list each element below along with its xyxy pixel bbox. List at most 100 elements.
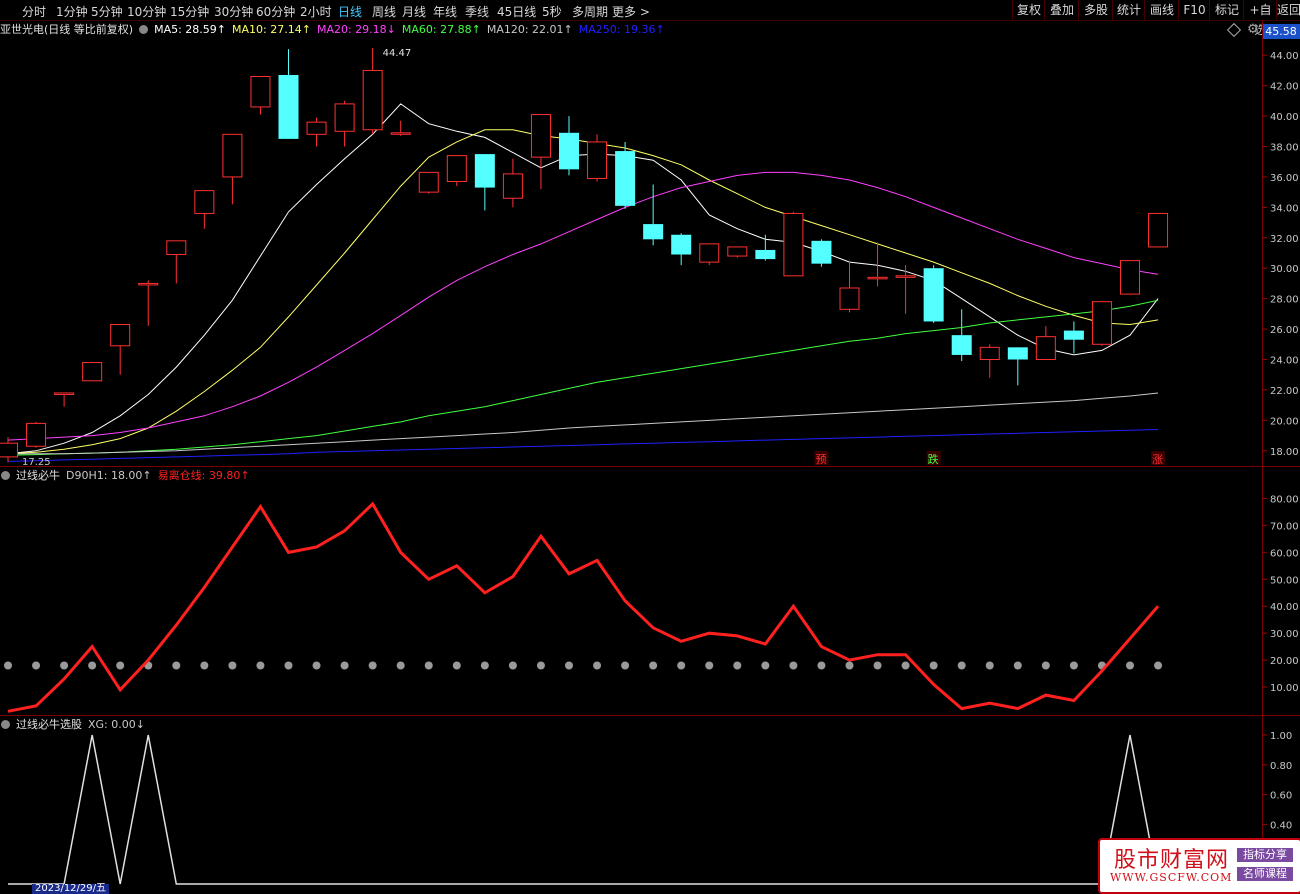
candle-body <box>502 173 523 199</box>
candle-body <box>530 114 551 158</box>
main-tick-6: 32.00 <box>1270 234 1299 245</box>
toolbar-button-8[interactable]: 返回 <box>1276 0 1300 20</box>
d90h1-dot <box>929 661 938 670</box>
indicator1-info-line: 过线必牛 D90H1: 18.00↑ 易离仓线: 39.80↑ <box>0 467 262 485</box>
d90h1-dot <box>340 661 349 670</box>
candle-body <box>587 141 608 179</box>
candle-body <box>306 121 327 135</box>
toolbar-button-1[interactable]: 叠加 <box>1044 0 1079 20</box>
candle-body <box>446 155 467 182</box>
period-tab-10[interactable]: 月线 <box>402 5 427 19</box>
period-tab-12[interactable]: 季线 <box>465 5 490 19</box>
d90h1-dot <box>705 661 714 670</box>
d90h1-dot <box>789 661 798 670</box>
max-price-label: 44.47 <box>383 48 412 59</box>
period-tab-9[interactable]: 周线 <box>372 5 397 19</box>
period-tab-1[interactable]: 1分钟 <box>56 5 88 19</box>
period-tab-14[interactable]: 5秒 <box>542 5 562 19</box>
d90h1-dot <box>60 661 69 670</box>
stock-title[interactable]: 亚世光电(日线 等比前复权) <box>0 23 134 36</box>
period-tab-8[interactable]: 日线 <box>338 5 363 19</box>
ind1-tick-4: 40.00 <box>1270 602 1299 613</box>
main-info-line: 亚世光电(日线 等比前复权) MA5: 28.59↑ MA10: 27.14↑ MA2… <box>0 21 677 39</box>
ma-line-ma20 <box>7 171 1159 441</box>
candle-body <box>727 246 748 257</box>
candle-body <box>755 249 776 260</box>
date-cursor-label: 2023/12/29/五 <box>32 884 110 894</box>
ma-label-0: MA5: 28.59↑ <box>154 23 227 36</box>
collapse-toggle-icon[interactable] <box>139 25 149 34</box>
candle-body <box>474 154 495 188</box>
ma-label-4: MA120: 22.01↑ <box>486 23 573 36</box>
candle-body <box>0 442 18 458</box>
candle-body <box>278 74 299 139</box>
candle-body <box>615 151 636 206</box>
period-tab-4[interactable]: 15分钟 <box>170 5 210 19</box>
main-tick-0: 44.00 <box>1270 51 1299 62</box>
candle-body <box>643 224 664 240</box>
ind1-tick-5: 30.00 <box>1270 629 1299 640</box>
indicator2-name[interactable]: 过线必牛选股 <box>16 718 82 731</box>
ind2-tick-3: 0.40 <box>1270 820 1292 831</box>
period-tab-2[interactable]: 5分钟 <box>91 5 123 19</box>
period-tab-0[interactable]: 分时 <box>22 5 47 19</box>
period-tab-5[interactable]: 30分钟 <box>214 5 254 19</box>
signal-badge-2: 涨 <box>1152 453 1163 466</box>
main-tick-4: 36.00 <box>1270 173 1299 184</box>
period-tab-16[interactable]: 更多 > <box>612 5 650 19</box>
gear-icon[interactable]: ⚙ <box>1247 22 1259 37</box>
d90h1-dot <box>649 661 658 670</box>
candle-body <box>895 275 916 278</box>
candle-body <box>54 392 75 395</box>
indicator1-label-1: 易离仓线: 39.80↑ <box>157 469 250 482</box>
d90h1-dot <box>396 661 405 670</box>
main-tick-10: 24.00 <box>1270 356 1299 367</box>
period-tab-13[interactable]: 45日线 <box>497 5 537 19</box>
d90h1-dot <box>1013 661 1022 670</box>
d90h1-dot <box>200 661 209 670</box>
d90h1-dot <box>536 661 545 670</box>
candle-body <box>923 268 944 322</box>
candle-body <box>1035 336 1056 360</box>
candle-body <box>1148 212 1169 248</box>
indicator2-toggle-icon[interactable] <box>1 720 10 729</box>
ma-label-5: MA250: 19.36↑ <box>578 23 665 36</box>
main-tick-3: 38.00 <box>1270 143 1299 154</box>
d90h1-dot <box>733 661 742 670</box>
indicator1-toggle-icon[interactable] <box>1 471 10 480</box>
main-tick-9: 26.00 <box>1270 325 1299 336</box>
d90h1-dot <box>1069 661 1078 670</box>
ind1-tick-0: 80.00 <box>1270 494 1299 505</box>
candle-body <box>699 243 720 263</box>
main-tick-11: 22.00 <box>1270 386 1299 397</box>
candle-body <box>110 324 131 347</box>
candle-body <box>362 69 383 131</box>
signal-badge-0: 预 <box>815 453 826 466</box>
period-tab-6[interactable]: 60分钟 <box>256 5 296 19</box>
min-price-label: 17.25 <box>22 457 51 468</box>
toolbar-button-0[interactable]: 复权 <box>1012 0 1045 20</box>
candle-body <box>26 422 47 447</box>
main-tick-1: 42.00 <box>1270 82 1299 93</box>
ma-line-ma250 <box>7 429 1159 462</box>
period-tab-7[interactable]: 2小时 <box>300 5 332 19</box>
period-tab-3[interactable]: 10分钟 <box>127 5 167 19</box>
ind2-tick-2: 0.60 <box>1270 791 1292 802</box>
indicator1-label-0: D90H1: 18.00↑ <box>66 469 152 482</box>
current-price-badge: 45.58 <box>1262 24 1300 39</box>
toolbar-button-2[interactable]: 多股 <box>1078 0 1113 20</box>
d90h1-dot <box>1126 661 1134 670</box>
signal-badge-bg <box>926 451 941 465</box>
yili-line <box>7 501 1160 713</box>
d90h1-dot <box>957 661 966 670</box>
toolbar-button-6[interactable]: 标记 <box>1209 0 1244 20</box>
toolbar-button-3[interactable]: 统计 <box>1112 0 1145 20</box>
candle-body <box>839 287 860 310</box>
period-tab-11[interactable]: 年线 <box>433 5 458 19</box>
d90h1-dot <box>845 661 854 670</box>
toolbar-button-5[interactable]: F10 <box>1178 0 1210 20</box>
indicator1-name[interactable]: 过线必牛 <box>16 469 60 482</box>
toolbar-button-4[interactable]: 画线 <box>1144 0 1179 20</box>
period-tab-15[interactable]: 多周期 <box>572 5 609 19</box>
